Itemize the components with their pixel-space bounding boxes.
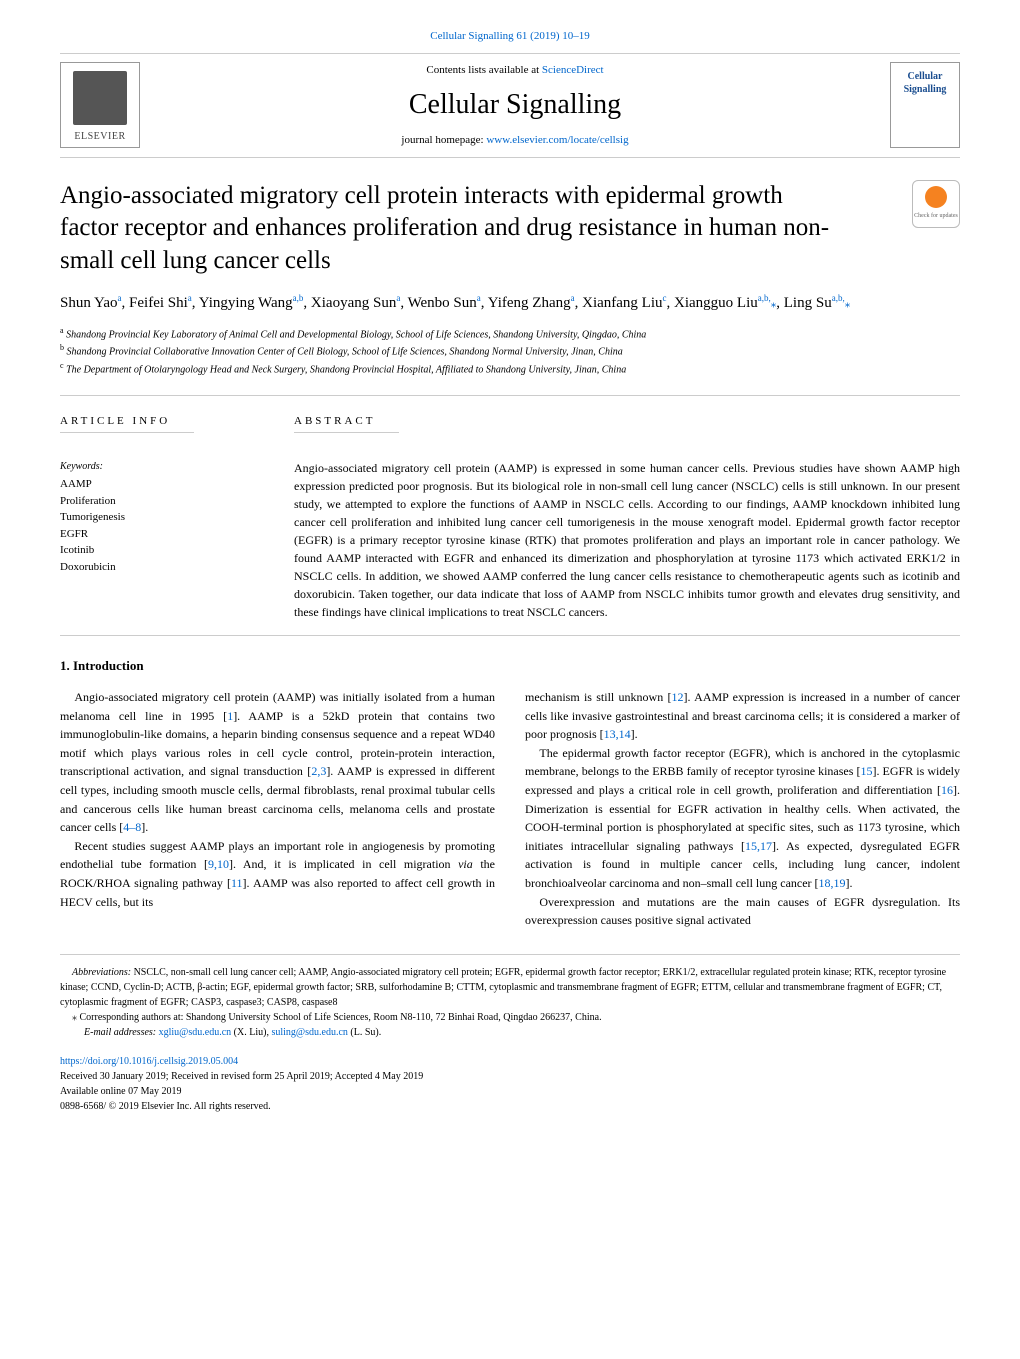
journal-masthead: ELSEVIER Contents lists available at Sci… [60, 53, 960, 158]
check-updates-badge[interactable]: Check for updates [912, 180, 960, 228]
keywords-list: AAMPProliferationTumorigenesisEGFRIcotin… [60, 476, 274, 575]
citation-link[interactable]: 12 [672, 690, 684, 704]
keyword: Icotinib [60, 542, 274, 559]
journal-cover-thumb: Cellular Signalling [890, 62, 960, 148]
citation-link[interactable]: 15,17 [745, 839, 772, 853]
keywords-label: Keywords: [60, 459, 274, 474]
article-info-heading: ARTICLE INFO [60, 413, 194, 434]
intro-heading: 1. Introduction [60, 656, 960, 676]
copyright-line: 0898-6568/ © 2019 Elsevier Inc. All righ… [60, 1099, 960, 1114]
author-list: Shun Yaoa, Feifei Shia, Yingying Wanga,b… [60, 291, 960, 315]
contents-available-line: Contents lists available at ScienceDirec… [140, 62, 890, 79]
keyword: Doxorubicin [60, 559, 274, 576]
elsevier-tree-icon [73, 71, 127, 125]
cover-title-2: Signalling [904, 84, 947, 95]
email-footnote: E-mail addresses: xgliu@sdu.edu.cn (X. L… [60, 1025, 960, 1040]
corresponding-footnote: ⁎ Corresponding authors at: Shandong Uni… [60, 1010, 960, 1025]
citation-link[interactable]: 4–8 [123, 820, 141, 834]
elsevier-label: ELSEVIER [74, 129, 125, 144]
elsevier-logo: ELSEVIER [60, 62, 140, 148]
abbreviations-footnote: Abbreviations: NSCLC, non-small cell lun… [60, 965, 960, 1010]
doi-line: https://doi.org/10.1016/j.cellsig.2019.0… [60, 1054, 960, 1069]
footnotes: Abbreviations: NSCLC, non-small cell lun… [60, 954, 960, 1040]
doi-link[interactable]: https://doi.org/10.1016/j.cellsig.2019.0… [60, 1056, 238, 1067]
intro-p4: The epidermal growth factor receptor (EG… [525, 744, 960, 893]
keyword: Tumorigenesis [60, 509, 274, 526]
received-line: Received 30 January 2019; Received in re… [60, 1069, 960, 1084]
affiliations: a Shandong Provincial Key Laboratory of … [60, 325, 960, 377]
intro-p3: mechanism is still unknown [12]. AAMP ex… [525, 688, 960, 744]
citation-link[interactable]: 18,19 [819, 876, 846, 890]
cover-title-1: Cellular [908, 71, 943, 82]
abstract-col: ABSTRACT Angio-associated migratory cell… [294, 410, 960, 622]
citation-link[interactable]: 9,10 [208, 857, 229, 871]
running-header[interactable]: Cellular Signalling 61 (2019) 10–19 [60, 28, 960, 45]
intro-p1: Angio-associated migratory cell protein … [60, 688, 495, 837]
citation-link[interactable]: 16 [941, 783, 953, 797]
check-updates-label: Check for updates [914, 212, 958, 221]
homepage-link[interactable]: www.elsevier.com/locate/cellsig [486, 134, 628, 146]
intro-p2: Recent studies suggest AAMP plays an imp… [60, 837, 495, 911]
body-col-right: mechanism is still unknown [12]. AAMP ex… [525, 688, 960, 930]
keyword: AAMP [60, 476, 274, 493]
email-link-2[interactable]: suling@sdu.edu.cn [271, 1027, 347, 1038]
check-updates-icon [925, 186, 947, 208]
abstract-text: Angio-associated migratory cell protein … [294, 459, 960, 621]
keyword: Proliferation [60, 493, 274, 510]
email-link-1[interactable]: xgliu@sdu.edu.cn [159, 1027, 232, 1038]
masthead-center: Contents lists available at ScienceDirec… [140, 62, 890, 149]
available-line: Available online 07 May 2019 [60, 1084, 960, 1099]
citation-link[interactable]: 1 [227, 709, 233, 723]
citation-link[interactable]: 13,14 [604, 727, 631, 741]
homepage-line: journal homepage: www.elsevier.com/locat… [140, 132, 890, 149]
body-col-left: Angio-associated migratory cell protein … [60, 688, 495, 930]
body-columns: Angio-associated migratory cell protein … [60, 688, 960, 930]
abstract-heading: ABSTRACT [294, 413, 399, 434]
publisher-logo-area: ELSEVIER [60, 62, 140, 148]
journal-name: Cellular Signalling [140, 84, 890, 126]
keyword: EGFR [60, 526, 274, 543]
article-info-col: ARTICLE INFO Keywords: AAMPProliferation… [60, 410, 294, 622]
sciencedirect-link[interactable]: ScienceDirect [542, 64, 604, 76]
citation-link[interactable]: 2,3 [311, 764, 326, 778]
article-title: Angio-associated migratory cell protein … [60, 180, 834, 278]
article-info-row: ARTICLE INFO Keywords: AAMPProliferation… [60, 395, 960, 637]
intro-p5: Overexpression and mutations are the mai… [525, 893, 960, 930]
citation-link[interactable]: 15 [860, 764, 872, 778]
citation-link[interactable]: 11 [231, 876, 243, 890]
